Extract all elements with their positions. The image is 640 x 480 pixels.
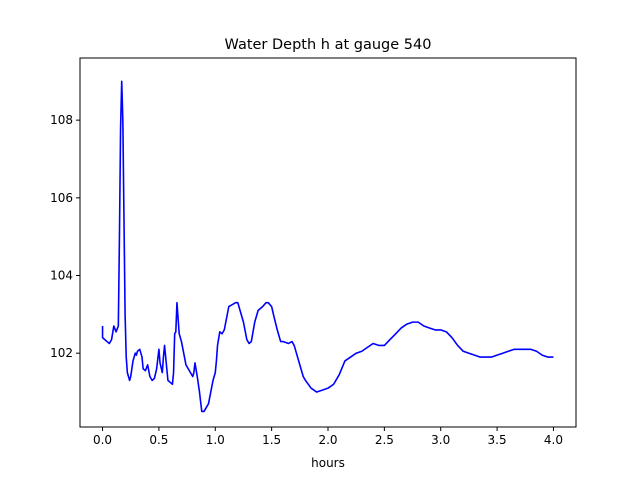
x-tick-label: 1.0: [206, 433, 225, 447]
x-axis-label: hours: [311, 456, 345, 470]
y-tick-label: 102: [50, 346, 73, 360]
x-tick-label: 1.5: [262, 433, 281, 447]
plot-area-frame: [79, 57, 577, 428]
x-tick-label: 0.0: [93, 433, 112, 447]
x-tick-label: 2.0: [318, 433, 337, 447]
x-tick-label: 0.5: [149, 433, 168, 447]
y-tick-label: 104: [50, 269, 73, 283]
x-axis: 0.0 0.5 1.0 1.5 2.0 2.5 3.0 3.5 4.0: [93, 427, 563, 447]
y-axis: 102 104 106 108: [50, 113, 80, 360]
chart-title: Water Depth h at gauge 540: [225, 37, 432, 53]
y-tick-label: 108: [50, 113, 73, 127]
x-tick-label: 3.5: [488, 433, 507, 447]
x-tick-label: 4.0: [544, 433, 563, 447]
water-depth-line: [101, 80, 554, 413]
x-tick-label: 2.5: [375, 433, 394, 447]
x-tick-label: 3.0: [431, 433, 450, 447]
y-tick-label: 106: [50, 191, 73, 205]
